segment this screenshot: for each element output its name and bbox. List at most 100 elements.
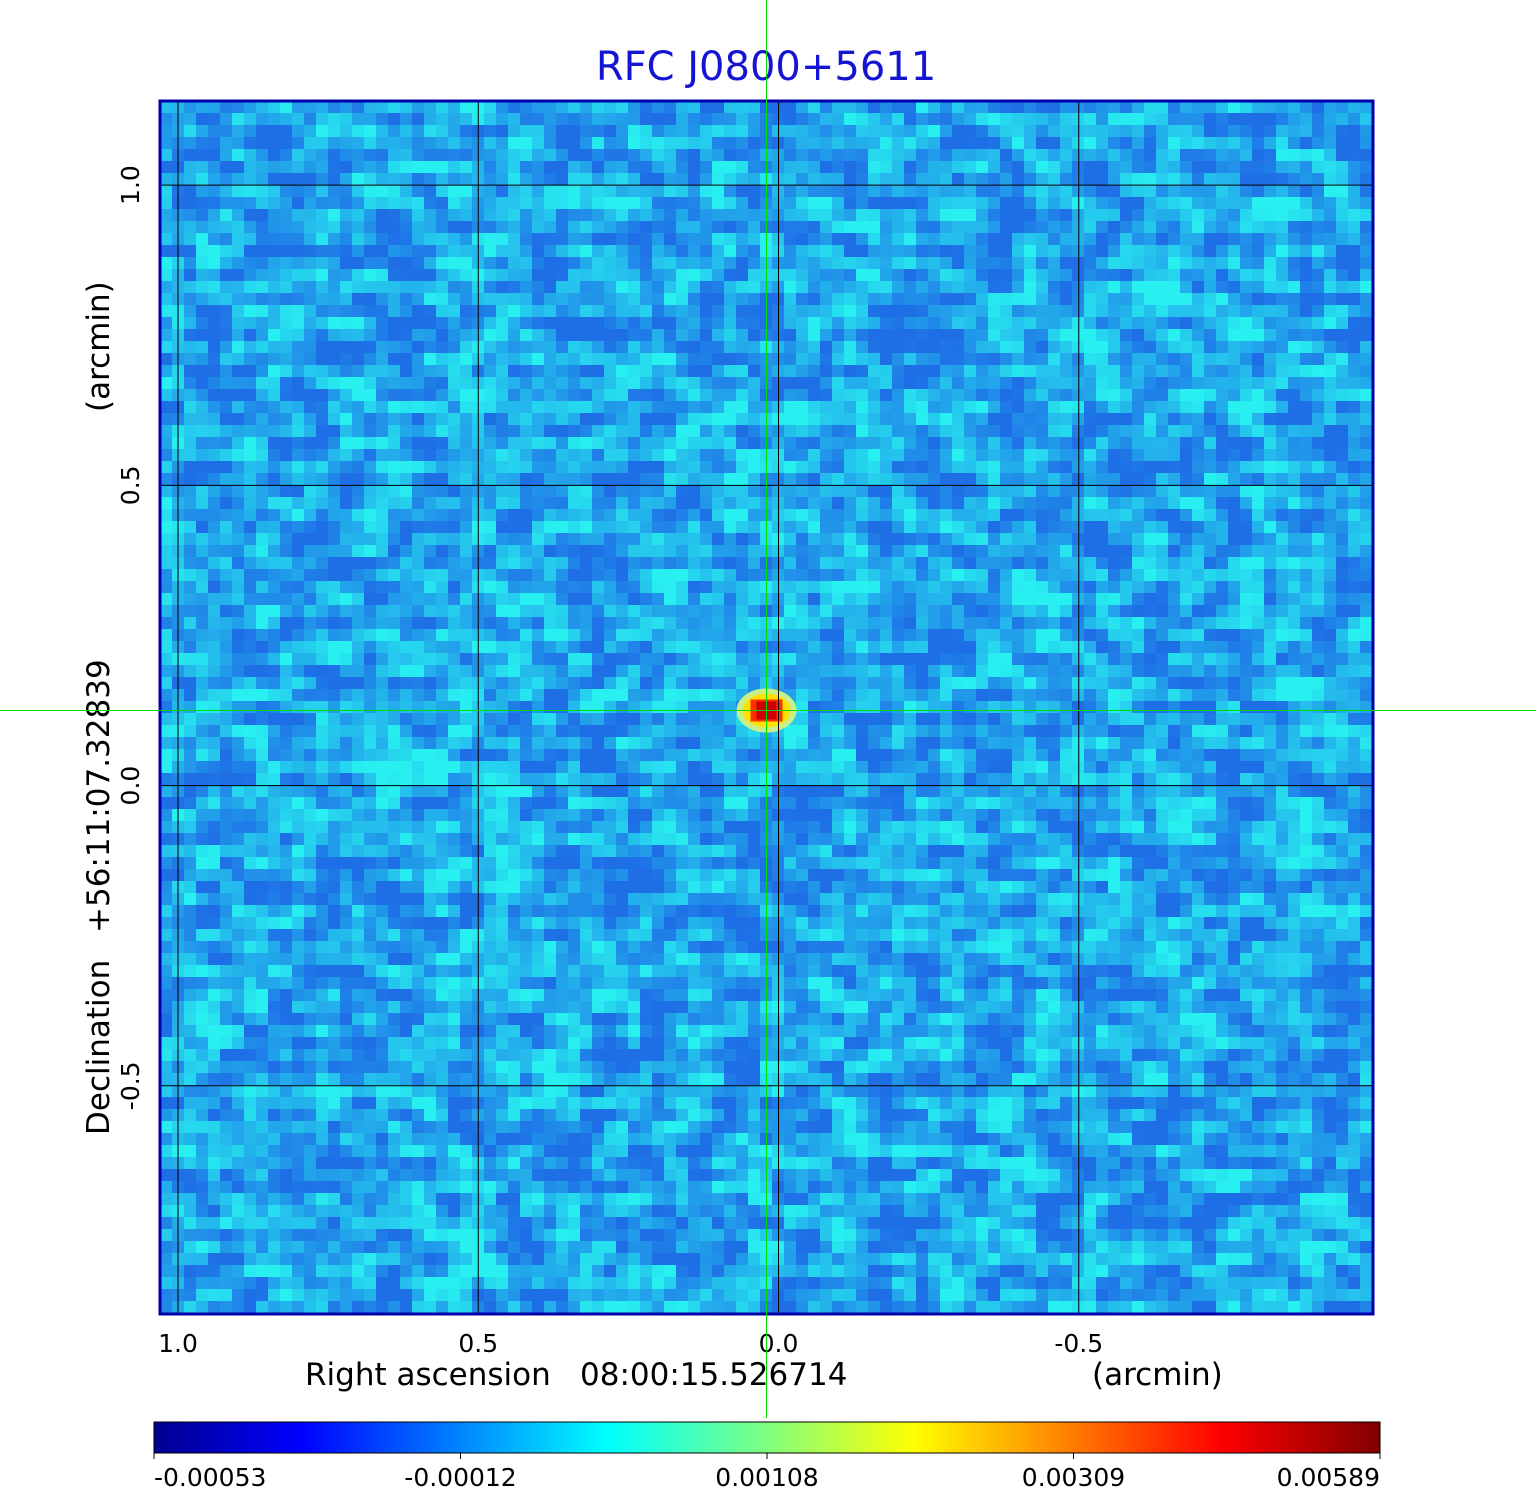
heatmap-pixel	[964, 125, 977, 138]
heatmap-pixel	[1312, 569, 1325, 582]
heatmap-pixel	[640, 605, 653, 618]
heatmap-pixel	[448, 305, 461, 318]
heatmap-pixel	[928, 305, 941, 318]
heatmap-pixel	[184, 473, 197, 486]
heatmap-pixel	[796, 629, 809, 642]
heatmap-pixel	[1276, 221, 1289, 234]
heatmap-pixel	[1096, 413, 1109, 426]
heatmap-pixel	[184, 533, 197, 546]
heatmap-pixel	[1336, 377, 1349, 390]
heatmap-pixel	[1120, 377, 1133, 390]
heatmap-pixel	[796, 293, 809, 306]
heatmap-pixel	[640, 221, 653, 234]
heatmap-pixel	[1264, 257, 1277, 270]
heatmap-pixel	[460, 629, 473, 642]
heatmap-pixel	[1324, 497, 1337, 510]
heatmap-pixel	[508, 137, 521, 150]
heatmap-pixel	[1204, 413, 1217, 426]
heatmap-pixel	[400, 677, 413, 690]
heatmap-pixel	[676, 641, 689, 654]
heatmap-pixel	[1024, 281, 1037, 294]
heatmap-pixel	[244, 425, 257, 438]
heatmap-pixel	[220, 653, 233, 666]
heatmap-pixel	[1180, 497, 1193, 510]
heatmap-pixel	[1336, 101, 1349, 114]
heatmap-pixel	[292, 245, 305, 258]
heatmap-pixel	[880, 425, 893, 438]
heatmap-pixel	[652, 221, 665, 234]
heatmap-pixel	[1000, 545, 1013, 558]
heatmap-pixel	[208, 629, 221, 642]
heatmap-pixel	[1132, 521, 1145, 534]
heatmap-pixel	[532, 245, 545, 258]
heatmap-pixel	[460, 101, 473, 114]
heatmap-pixel	[436, 329, 449, 342]
heatmap-pixel	[460, 233, 473, 246]
heatmap-pixel	[1360, 509, 1373, 522]
heatmap-pixel	[1312, 293, 1325, 306]
heatmap-pixel	[448, 641, 461, 654]
heatmap-pixel	[1264, 401, 1277, 414]
heatmap-pixel	[1312, 377, 1325, 390]
heatmap-pixel	[328, 521, 341, 534]
heatmap-pixel	[868, 473, 881, 486]
heatmap-pixel	[496, 641, 509, 654]
heatmap-pixel	[1288, 317, 1301, 330]
heatmap-pixel	[904, 269, 917, 282]
heatmap-pixel	[1204, 281, 1217, 294]
heatmap-pixel	[1144, 173, 1157, 186]
heatmap-pixel	[220, 545, 233, 558]
heatmap-pixel	[1264, 125, 1277, 138]
heatmap-pixel	[904, 353, 917, 366]
heatmap-pixel	[640, 257, 653, 270]
heatmap-pixel	[664, 101, 677, 114]
heatmap-pixel	[1204, 161, 1217, 174]
heatmap-pixel	[400, 509, 413, 522]
heatmap-pixel	[592, 377, 605, 390]
heatmap-pixel	[316, 161, 329, 174]
heatmap-pixel	[820, 269, 833, 282]
heatmap-pixel	[364, 629, 377, 642]
heatmap-pixel	[532, 161, 545, 174]
heatmap-pixel	[304, 425, 317, 438]
heatmap-pixel	[1288, 545, 1301, 558]
heatmap-pixel	[1036, 209, 1049, 222]
heatmap-pixel	[196, 653, 209, 666]
heatmap-pixel	[844, 389, 857, 402]
heatmap-pixel	[628, 209, 641, 222]
heatmap-pixel	[616, 677, 629, 690]
heatmap-pixel	[544, 161, 557, 174]
heatmap-pixel	[484, 497, 497, 510]
heatmap-pixel	[304, 161, 317, 174]
heatmap-pixel	[1096, 581, 1109, 594]
heatmap-pixel	[1144, 473, 1157, 486]
heatmap-pixel	[1192, 113, 1205, 126]
heatmap-pixel	[1084, 557, 1097, 570]
heatmap-pixel	[544, 149, 557, 162]
heatmap-pixel	[1216, 593, 1229, 606]
heatmap-pixel	[892, 113, 905, 126]
heatmap-pixel	[280, 269, 293, 282]
heatmap-pixel	[1156, 569, 1169, 582]
heatmap-pixel	[496, 425, 509, 438]
heatmap-pixel	[1300, 293, 1313, 306]
heatmap-pixel	[1132, 221, 1145, 234]
heatmap-pixel	[1264, 617, 1277, 630]
heatmap-pixel	[1300, 485, 1313, 498]
heatmap-pixel	[604, 461, 617, 474]
heatmap-pixel	[292, 605, 305, 618]
heatmap-pixel	[808, 545, 821, 558]
heatmap-pixel	[916, 209, 929, 222]
heatmap-pixel	[1300, 389, 1313, 402]
heatmap-pixel	[880, 569, 893, 582]
heatmap-pixel	[652, 269, 665, 282]
heatmap-pixel	[1204, 425, 1217, 438]
heatmap-pixel	[712, 437, 725, 450]
heatmap-pixel	[1072, 125, 1085, 138]
heatmap-pixel	[400, 521, 413, 534]
heatmap-pixel	[916, 485, 929, 498]
heatmap-pixel	[988, 509, 1001, 522]
heatmap-pixel	[1108, 473, 1121, 486]
heatmap-pixel	[844, 413, 857, 426]
heatmap-pixel	[1264, 281, 1277, 294]
